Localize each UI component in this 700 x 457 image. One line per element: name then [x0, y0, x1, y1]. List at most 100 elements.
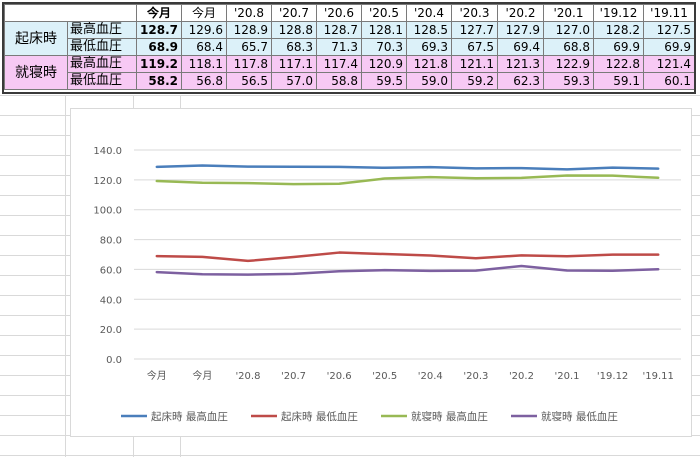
metric-label[interactable]: 最低血圧	[67, 38, 137, 56]
column-header[interactable]: '20.7	[271, 4, 317, 22]
x-tick-label: '20.7	[281, 371, 306, 382]
series-line	[155, 174, 660, 186]
x-tick-label: '20.1	[555, 371, 580, 382]
table-header-row: 今月 今月 '20.8'20.7'20.6'20.5'20.4'20.3'20.2 '…	[4, 4, 694, 22]
x-tick-label: '19.11	[643, 371, 674, 382]
value-cell[interactable]: 117.1	[271, 55, 317, 73]
value-cell[interactable]: 67.5	[451, 38, 498, 56]
column-header[interactable]: '20.3	[451, 4, 498, 22]
value-cell[interactable]: 129.6	[181, 21, 227, 39]
group-label[interactable]: 就寝時	[4, 55, 68, 90]
value-cell[interactable]: 127.5	[643, 21, 694, 39]
value-cell[interactable]: 69.4	[497, 38, 544, 56]
value-cell[interactable]: 127.0	[543, 21, 594, 39]
x-tick-label: 今月	[147, 369, 167, 382]
y-tick-label: 40.0	[100, 295, 122, 306]
value-cell[interactable]: 122.9	[543, 55, 594, 73]
column-header[interactable]: '20.6	[316, 4, 362, 22]
value-cell[interactable]: 58.2	[136, 72, 182, 90]
value-cell[interactable]: 59.5	[361, 72, 407, 90]
value-cell[interactable]: 56.8	[181, 72, 227, 90]
value-cell[interactable]: 128.9	[226, 21, 272, 39]
value-cell[interactable]: 127.9	[497, 21, 544, 39]
x-tick-label: '20.5	[372, 371, 397, 382]
value-cell[interactable]: 118.1	[181, 55, 227, 73]
metric-label[interactable]: 最低血圧	[67, 72, 137, 90]
grid-row-line	[0, 455, 700, 456]
series-line	[155, 264, 660, 276]
value-cell[interactable]: 122.8	[593, 55, 644, 73]
data-table: 今月 今月 '20.8'20.7'20.6'20.5'20.4'20.3'20.2 '…	[4, 4, 694, 90]
value-cell[interactable]: 68.3	[271, 38, 317, 56]
value-cell[interactable]: 62.3	[497, 72, 544, 90]
x-tick-label: '19.12	[597, 371, 628, 382]
legend-entry: 起床時 最高血圧	[151, 410, 228, 423]
blood-pressure-table: 今月 今月 '20.8'20.7'20.6'20.5'20.4'20.3'20.2 '…	[2, 2, 696, 94]
value-cell[interactable]: 68.9	[136, 38, 182, 56]
x-tick-label: '20.4	[418, 371, 443, 382]
value-cell[interactable]: 117.8	[226, 55, 272, 73]
value-cell[interactable]: 70.3	[361, 38, 407, 56]
value-cell[interactable]: 120.9	[361, 55, 407, 73]
value-cell[interactable]: 68.8	[543, 38, 594, 56]
x-tick-label: 今月	[192, 369, 212, 382]
column-header[interactable]: '19.12	[593, 4, 644, 22]
value-cell[interactable]: 60.1	[643, 72, 694, 90]
group-label[interactable]: 起床時	[4, 21, 68, 56]
legend-entry: 起床時 最低血圧	[281, 410, 358, 423]
chart-area[interactable]: 0.0 20.0 40.0 60.0 80.0 100.0 120.0 140.0 今月 今月 '2…	[70, 108, 692, 437]
value-cell[interactable]: 65.7	[226, 38, 272, 56]
value-cell[interactable]: 117.4	[316, 55, 362, 73]
grid-row-line	[0, 95, 700, 96]
y-tick-label: 0.0	[106, 355, 122, 366]
table-row: 最低血圧 58.2 56.8 56.5 57.0 58.8 59.5 59.0 59.2 62.3…	[5, 72, 694, 90]
value-cell[interactable]: 119.2	[136, 55, 182, 73]
y-tick-label: 80.0	[100, 236, 122, 247]
value-cell[interactable]: 121.1	[451, 55, 498, 73]
value-cell[interactable]: 128.5	[406, 21, 452, 39]
legend-entry: 就寝時 最高血圧	[411, 410, 488, 423]
legend-entry: 就寝時 最低血圧	[541, 410, 618, 423]
value-cell[interactable]: 121.4	[643, 55, 694, 73]
metric-label[interactable]: 最高血圧	[67, 21, 137, 39]
column-header[interactable]: '20.8	[226, 4, 272, 22]
value-cell[interactable]: 127.7	[451, 21, 498, 39]
value-cell[interactable]: 68.4	[181, 38, 227, 56]
table-corner-cell[interactable]	[4, 4, 137, 22]
value-cell[interactable]: 128.1	[361, 21, 407, 39]
value-cell[interactable]: 128.7	[136, 21, 182, 39]
table-row: 就寝時 最高血圧 119.2 118.1 117.8 117.1 117.4 120.9 121…	[4, 55, 694, 90]
value-cell[interactable]: 128.2	[593, 21, 644, 39]
value-cell[interactable]: 59.3	[543, 72, 594, 90]
metric-label[interactable]: 最高血圧	[67, 55, 137, 73]
column-header[interactable]: 今月	[181, 4, 227, 22]
value-cell[interactable]: 58.8	[316, 72, 362, 90]
y-tick-label: 120.0	[93, 176, 122, 187]
y-tick-label: 20.0	[100, 325, 122, 336]
x-tick-label: '20.6	[327, 371, 352, 382]
value-cell[interactable]: 59.0	[406, 72, 452, 90]
column-header[interactable]: '20.2	[497, 4, 544, 22]
column-header[interactable]: '19.11	[643, 4, 694, 22]
column-header[interactable]: '20.5	[361, 4, 407, 22]
column-header[interactable]: '20.1	[543, 4, 594, 22]
value-cell[interactable]: 59.1	[593, 72, 644, 90]
value-cell[interactable]: 128.7	[316, 21, 362, 39]
grid-column-line	[65, 95, 66, 457]
table-row: 起床時 最高血圧 128.7 129.6 128.9 128.8 128.7 128.1 128…	[4, 21, 694, 56]
x-tick-label: '20.3	[463, 371, 488, 382]
value-cell[interactable]: 57.0	[271, 72, 317, 90]
value-cell[interactable]: 56.5	[226, 72, 272, 90]
column-header[interactable]: '20.4	[406, 4, 452, 22]
value-cell[interactable]: 71.3	[316, 38, 362, 56]
y-tick-label: 100.0	[93, 206, 122, 217]
value-cell[interactable]: 121.8	[406, 55, 452, 73]
line-chart: 0.0 20.0 40.0 60.0 80.0 100.0 120.0 140.0 今月 今月 '2…	[93, 146, 681, 423]
value-cell[interactable]: 121.3	[497, 55, 544, 73]
value-cell[interactable]: 69.3	[406, 38, 452, 56]
value-cell[interactable]: 69.9	[593, 38, 644, 56]
column-header[interactable]: 今月	[136, 4, 182, 22]
value-cell[interactable]: 59.2	[451, 72, 498, 90]
value-cell[interactable]: 69.9	[643, 38, 694, 56]
value-cell[interactable]: 128.8	[271, 21, 317, 39]
